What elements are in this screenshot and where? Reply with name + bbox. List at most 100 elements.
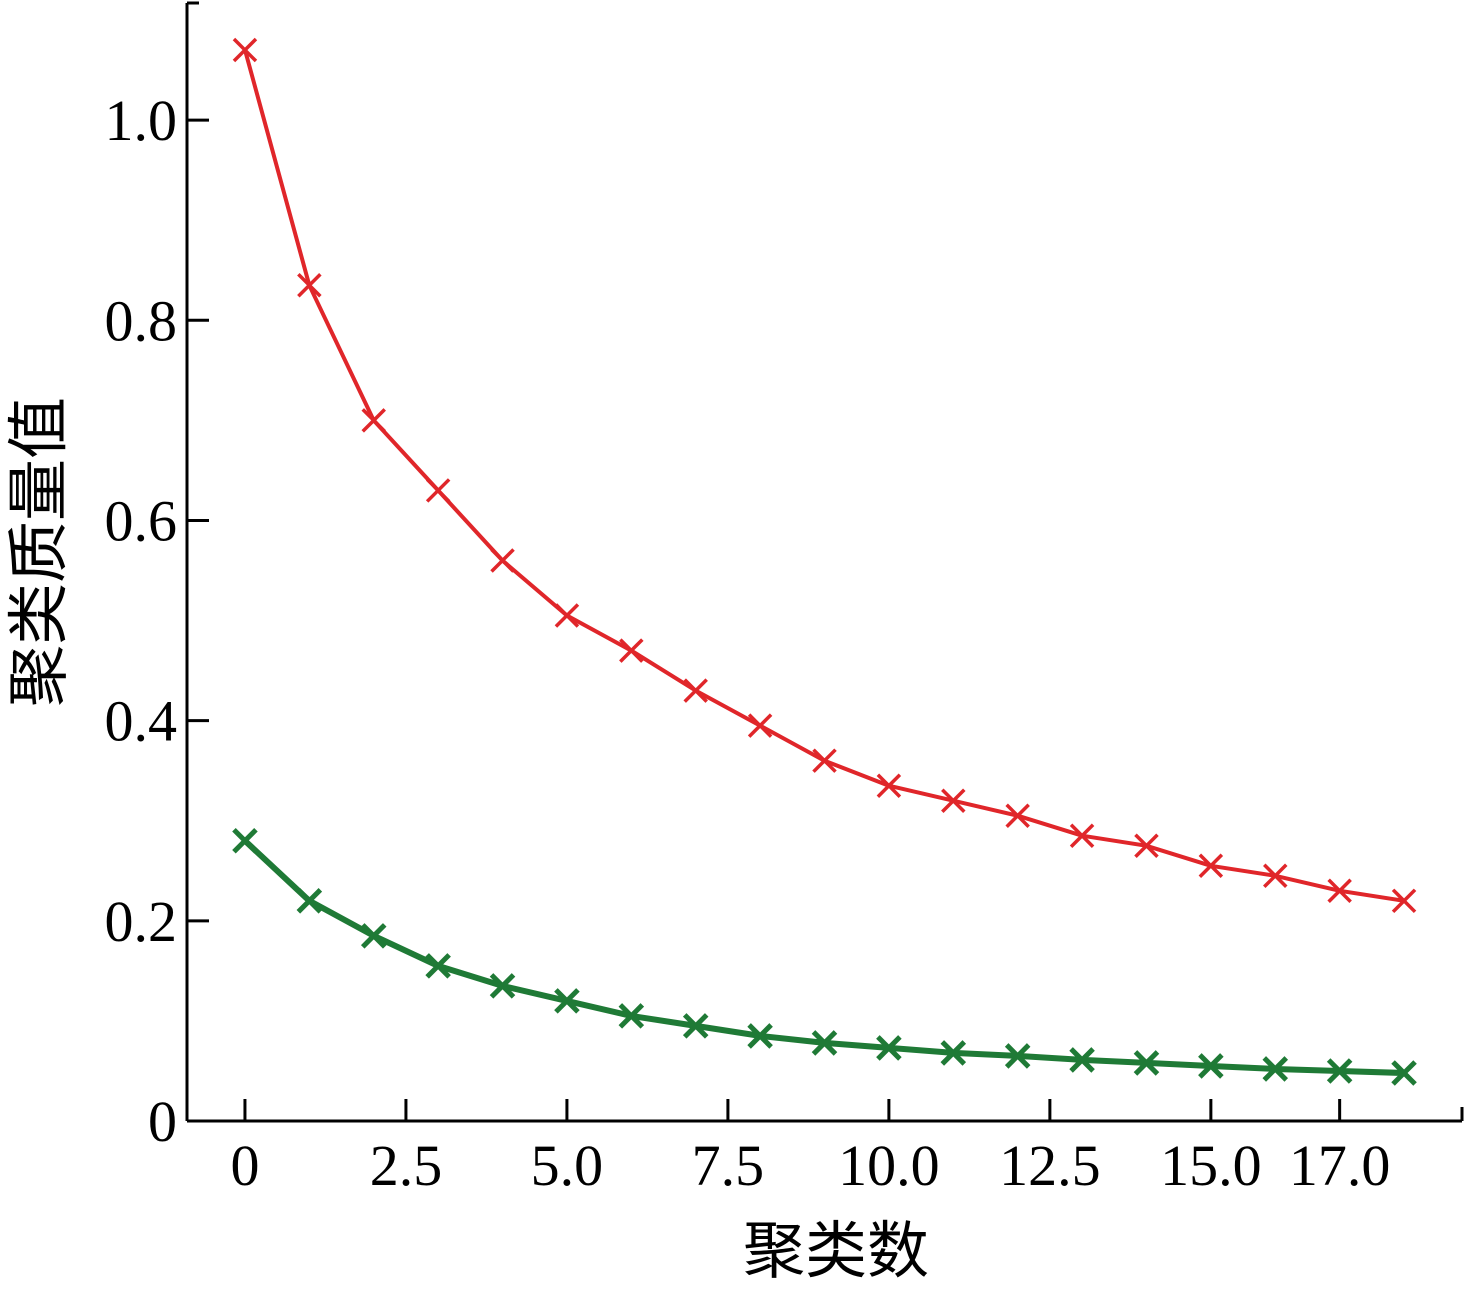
- marker-stroke: [683, 678, 708, 703]
- x-tick-label: 5.0: [531, 1133, 604, 1198]
- data-point-marker: [554, 603, 580, 628]
- marker-stroke: [360, 923, 387, 949]
- marker-stroke: [1391, 888, 1417, 914]
- data-point-marker: [425, 478, 451, 503]
- axes: [185, 1, 1464, 1123]
- data-point-marker: [876, 1035, 902, 1061]
- marker-stroke: [1326, 1058, 1353, 1084]
- marker-stroke: [232, 37, 258, 63]
- marker-stroke: [747, 1023, 773, 1049]
- data-point-marker: [554, 988, 580, 1014]
- data-point-marker: [1263, 863, 1288, 889]
- x-tick-label: 10.0: [838, 1133, 940, 1198]
- marker-stroke: [297, 273, 322, 298]
- series-2: [232, 827, 1417, 1086]
- marker-stroke: [1327, 878, 1352, 904]
- data-point-marker: [683, 678, 708, 703]
- data-point-marker: [619, 638, 644, 663]
- data-point-marker: [360, 923, 387, 949]
- data-point-marker: [490, 548, 515, 573]
- data-point-marker: [425, 953, 451, 979]
- data-point-marker: [876, 773, 902, 798]
- data-point-marker: [1005, 803, 1030, 828]
- marker-stroke: [489, 973, 516, 999]
- marker-stroke: [682, 1013, 709, 1039]
- x-axis-ticks: 0 2.5 5.0 7.5 10.0 12.5 15.0 17.0: [230, 1099, 1390, 1198]
- marker-stroke: [554, 988, 580, 1014]
- data-point-marker: [489, 973, 516, 999]
- marker-stroke: [361, 408, 386, 433]
- x-tick-label: 15.0: [1160, 1133, 1262, 1198]
- x-tick-label: 12.5: [999, 1133, 1101, 1198]
- marker-stroke: [1262, 1056, 1289, 1082]
- series-line: [243, 48, 1406, 903]
- marker-stroke: [618, 1003, 645, 1029]
- data-point-marker: [1198, 853, 1224, 879]
- marker-stroke: [812, 748, 837, 773]
- y-tick-label: 1.0: [105, 88, 178, 153]
- y-tick-label: 0.6: [105, 488, 178, 553]
- y-tick-label: 0.2: [105, 889, 178, 954]
- marker-stroke: [490, 548, 515, 573]
- data-point-marker: [811, 1030, 838, 1056]
- data-point-marker: [1069, 823, 1095, 848]
- marker-stroke: [425, 478, 451, 503]
- y-axis-title: 聚类质量值: [2, 397, 75, 707]
- series-line: [242, 837, 1407, 1076]
- marker-stroke: [876, 773, 902, 798]
- data-point-marker: [812, 748, 837, 773]
- marker-stroke: [1198, 1053, 1224, 1079]
- marker-stroke: [1005, 803, 1030, 828]
- data-point-marker: [361, 408, 386, 433]
- data-point-marker: [1327, 878, 1352, 904]
- y-tick-label: 0.8: [105, 288, 178, 353]
- series-1: [232, 37, 1417, 914]
- marker-stroke: [1198, 853, 1224, 879]
- y-tick-label: 0: [148, 1089, 177, 1154]
- data-point-marker: [232, 827, 258, 854]
- marker-stroke: [1069, 823, 1095, 848]
- marker-stroke: [941, 788, 966, 813]
- y-axis-ticks: 0 0.2 0.4 0.6 0.8 1.0: [105, 88, 209, 1154]
- marker-stroke: [940, 1040, 967, 1066]
- marker-stroke: [232, 827, 258, 854]
- data-point-marker: [1391, 1060, 1417, 1086]
- x-tick-label: 0: [230, 1133, 259, 1198]
- x-tick-label: 2.5: [370, 1133, 443, 1198]
- x-tick-label: 7.5: [692, 1133, 765, 1198]
- data-point-marker: [941, 788, 966, 813]
- marker-stroke: [425, 953, 451, 979]
- marker-stroke: [1004, 1043, 1031, 1069]
- marker-stroke: [1133, 1050, 1160, 1076]
- data-point-marker: [1262, 1056, 1289, 1082]
- marker-stroke: [296, 888, 323, 914]
- data-point-marker: [1391, 888, 1417, 914]
- data-point-marker: [1134, 833, 1159, 858]
- data-point-marker: [747, 713, 773, 738]
- marker-stroke: [554, 603, 580, 628]
- data-point-marker: [1004, 1043, 1031, 1069]
- marker-stroke: [1391, 1060, 1417, 1086]
- series-layer: [232, 37, 1417, 1086]
- x-tick-label: 17.0: [1289, 1133, 1391, 1198]
- marker-stroke: [1263, 863, 1288, 889]
- data-point-marker: [1069, 1047, 1095, 1073]
- data-point-marker: [747, 1023, 773, 1049]
- data-point-marker: [1198, 1053, 1224, 1079]
- data-point-marker: [1133, 1050, 1160, 1076]
- marker-stroke: [1069, 1047, 1095, 1073]
- marker-stroke: [1134, 833, 1159, 858]
- marker-stroke: [811, 1030, 838, 1056]
- marker-stroke: [619, 638, 644, 663]
- y-tick-label: 0.4: [105, 689, 178, 754]
- data-point-marker: [618, 1003, 645, 1029]
- data-point-marker: [682, 1013, 709, 1039]
- data-point-marker: [296, 888, 323, 914]
- marker-stroke: [747, 713, 773, 738]
- x-axis-title: 聚类数: [743, 1214, 929, 1287]
- data-point-marker: [297, 273, 322, 298]
- data-point-marker: [232, 37, 258, 63]
- data-point-marker: [1326, 1058, 1353, 1084]
- marker-stroke: [876, 1035, 902, 1061]
